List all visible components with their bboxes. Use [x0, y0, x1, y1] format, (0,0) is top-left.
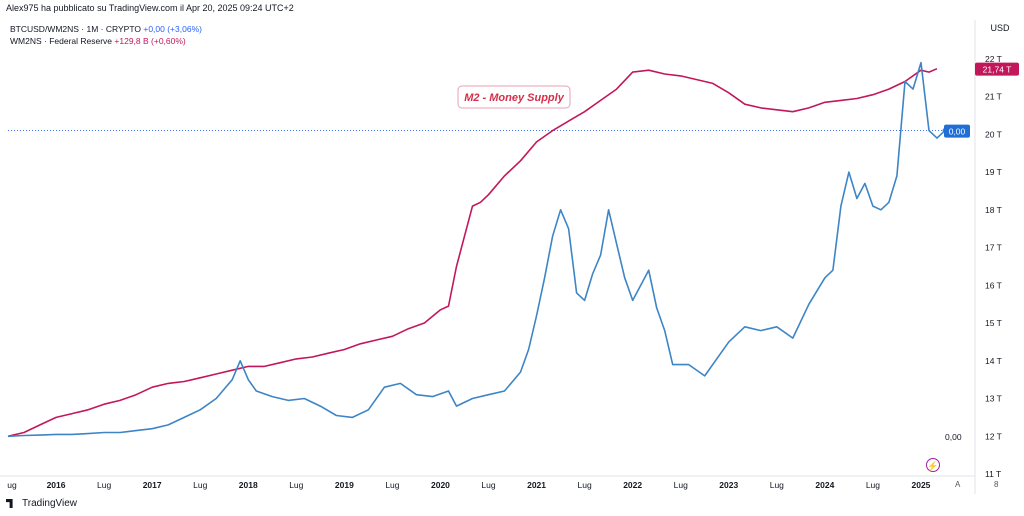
log-scale-button[interactable]: 8	[994, 480, 999, 489]
legend-m2-value: +129,8 B (+0,60%)	[114, 36, 186, 46]
btc-price-badge-label: 0,00	[949, 127, 966, 137]
publish-caption: Alex975 ha pubblicato su TradingView.com…	[6, 3, 294, 13]
y-tick-label: 16 T	[985, 280, 1002, 290]
x-tick-label: ug	[7, 480, 17, 490]
y-tick-label: 18 T	[985, 205, 1002, 215]
legend-m2-name: WM2NS · Federal Reserve	[10, 36, 113, 46]
auto-scale-button[interactable]: A	[955, 480, 961, 489]
m2-series-line[interactable]	[7, 67, 938, 438]
x-tick-label: 2021	[527, 480, 546, 490]
x-tick-label: 2019	[335, 480, 354, 490]
tradingview-logo-icon	[6, 499, 13, 508]
y-tick-label: 22 T	[985, 54, 1002, 64]
y-tick-label: 15 T	[985, 318, 1002, 328]
tradingview-logo: TradingView	[6, 498, 77, 509]
x-tick-label: 2023	[719, 480, 738, 490]
annotation-box[interactable]	[457, 85, 571, 109]
x-tick-label: Lug	[193, 480, 207, 490]
y-tick-label: 20 T	[985, 129, 1002, 139]
btc-price-badge	[944, 124, 970, 138]
y-tick-label: 21 T	[985, 92, 1002, 102]
tradingview-brand: TradingView	[22, 498, 78, 509]
axis-unit-label: USD	[990, 23, 1010, 33]
chart-legend: BTCUSD/WM2NS · 1M · CRYPTO +0,00 (+3,06%…	[10, 23, 202, 47]
m2-price-badge-label: 21,74 T	[983, 65, 1012, 75]
x-tick-label: Lug	[674, 480, 688, 490]
x-tick-label: Lug	[385, 480, 399, 490]
x-tick-label: Lug	[866, 480, 880, 490]
btc-scale-label: 0,00	[945, 432, 962, 442]
y-tick-label: 14 T	[985, 356, 1002, 366]
x-tick-label: Lug	[578, 480, 592, 490]
legend-row-btc[interactable]: BTCUSD/WM2NS · 1M · CRYPTO +0,00 (+3,06%…	[10, 23, 202, 35]
legend-row-m2[interactable]: WM2NS · Federal Reserve +129,8 B (+0,60%…	[10, 35, 202, 47]
lightning-icon[interactable]: ⚡	[926, 458, 940, 472]
x-tick-label: 2025	[912, 480, 931, 490]
x-tick-label: Lug	[289, 480, 303, 490]
annotation-label: M2 - Money Supply	[464, 92, 565, 104]
x-tick-label: Lug	[481, 480, 495, 490]
m2-price-badge	[975, 62, 1019, 76]
x-tick-label: Lug	[770, 480, 784, 490]
x-tick-label: 2020	[431, 480, 450, 490]
btc-series-line[interactable]	[7, 61, 946, 438]
y-tick-label: 11 T	[985, 469, 1001, 479]
y-tick-label: 13 T	[985, 394, 1002, 404]
x-tick-label: 2022	[623, 480, 642, 490]
x-tick-label: Lug	[97, 480, 111, 490]
y-tick-label: 19 T	[985, 167, 1002, 177]
legend-btc-value: +0,00 (+3,06%)	[143, 24, 202, 34]
x-tick-label: 2024	[815, 480, 834, 490]
y-tick-label: 17 T	[985, 243, 1002, 253]
x-tick-label: 2016	[47, 480, 66, 490]
y-tick-label: 12 T	[985, 431, 1002, 441]
x-tick-label: 2017	[143, 480, 162, 490]
legend-btc-name: BTCUSD/WM2NS · 1M · CRYPTO	[10, 24, 141, 34]
x-tick-label: 2018	[239, 480, 258, 490]
